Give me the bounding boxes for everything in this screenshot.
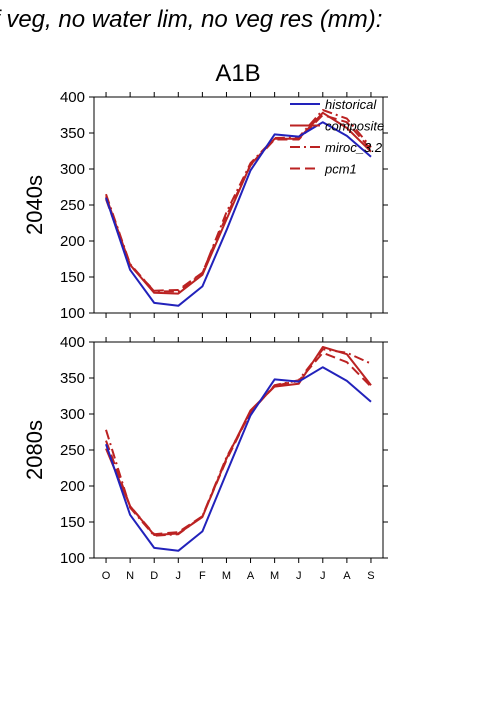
- y-tick-label: 350: [60, 370, 85, 387]
- x-tick-label: J: [296, 570, 302, 582]
- series-historical: [105, 366, 372, 552]
- x-tick-label: N: [126, 570, 134, 582]
- x-tick-label: J: [176, 570, 182, 582]
- x-tick-label: A: [343, 570, 351, 582]
- x-tick-label: F: [199, 570, 206, 582]
- x-tick-label: D: [150, 570, 158, 582]
- y-tick-label: 300: [60, 161, 85, 178]
- y-axis-label: 2040s: [22, 175, 47, 235]
- y-tick-label: 250: [60, 442, 85, 459]
- x-tick-label: A: [247, 570, 255, 582]
- scenario-title: A1B: [215, 60, 260, 87]
- y-tick-label: 300: [60, 406, 85, 423]
- y-tick-label: 250: [60, 197, 85, 214]
- legend: historical composite miroc_3.2 pcm1: [290, 97, 384, 177]
- x-tick-label: S: [367, 570, 374, 582]
- series-historical: [105, 121, 372, 307]
- series-pcm1: [105, 114, 372, 292]
- legend-label: composite: [325, 119, 384, 134]
- panel-2040s: 100 150 200 250 300 350 400 2040s historical comp…: [22, 89, 388, 322]
- y-tick-label: 150: [60, 269, 85, 286]
- x-tick-label: O: [102, 570, 111, 582]
- y-tick-label: 350: [60, 125, 85, 142]
- y-tick-label: 100: [60, 550, 85, 567]
- y-tick-label: 400: [60, 89, 85, 106]
- y-tick-label: 100: [60, 305, 85, 322]
- panel-2080s: 100 150 200 250 300 350 400 O N D J F M A M J J A S 2080s: [22, 334, 388, 582]
- series-pcm1: [105, 351, 372, 536]
- x-tick-label: M: [270, 570, 279, 582]
- legend-label: historical: [325, 97, 377, 112]
- y-axis-label: 2080s: [22, 420, 47, 480]
- chart-panels: 100 150 200 250 300 350 400 2040s historical comp…: [22, 89, 388, 582]
- x-tick-label: M: [222, 570, 231, 582]
- legend-label: miroc_3.2: [325, 140, 383, 155]
- y-tick-label: 200: [60, 233, 85, 250]
- series-composite: [105, 346, 372, 536]
- x-tick-label: J: [320, 570, 326, 582]
- legend-label: pcm1: [324, 162, 357, 177]
- y-tick-label: 400: [60, 334, 85, 351]
- y-tick-label: 150: [60, 514, 85, 531]
- figure-title: f veg, no water lim, no veg res (mm):: [0, 6, 382, 33]
- y-tick-label: 200: [60, 478, 85, 495]
